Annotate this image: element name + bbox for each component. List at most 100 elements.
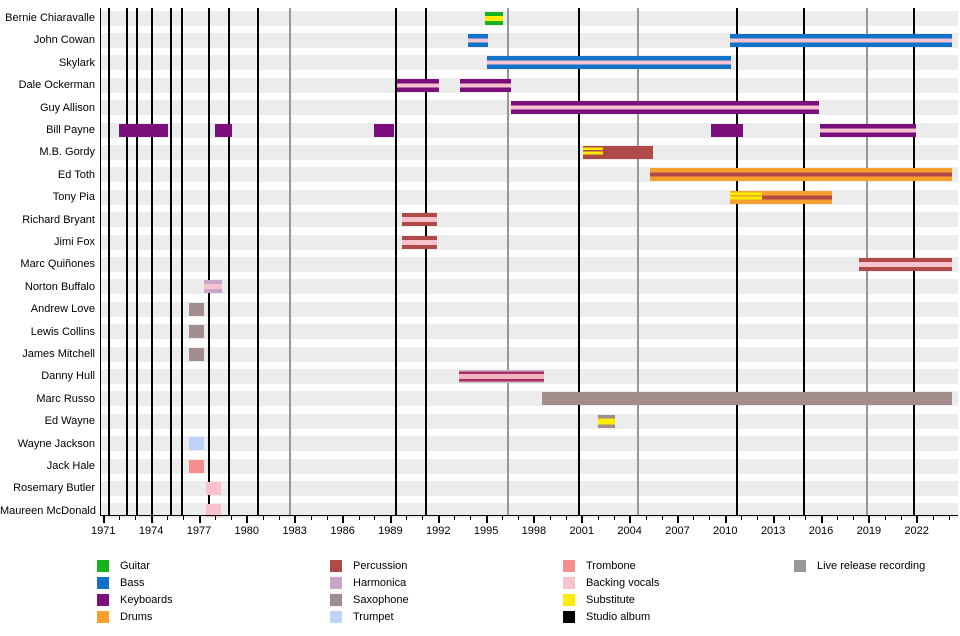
legend-label: Keyboards — [120, 594, 173, 606]
legend-swatch-harmonica — [330, 577, 342, 589]
bar-keyboards_vocals — [459, 78, 511, 92]
studio-album-line — [207, 8, 210, 515]
legend-swatch-trombone — [563, 560, 575, 572]
x-axis-minor-tick — [932, 516, 934, 520]
x-axis-minor-tick — [613, 516, 615, 520]
x-axis-minor-tick — [789, 516, 791, 520]
legend-label: Drums — [120, 611, 153, 623]
live-release-line — [637, 8, 640, 515]
row-band — [100, 346, 958, 362]
x-axis-minor-tick — [358, 516, 360, 520]
member-name-label: Skylark — [58, 56, 95, 69]
legend-label: Bass — [120, 577, 145, 589]
bar-keyboards_vocals — [510, 101, 819, 115]
bar-bass_vocals — [467, 33, 489, 47]
member-name-label: Ed Toth — [57, 168, 95, 181]
bar-keyboards — [118, 123, 168, 137]
x-axis-minor-tick — [661, 516, 663, 520]
bar-keyboards_vocals — [819, 123, 916, 137]
bar-harmonica_vocals — [203, 280, 223, 294]
x-axis-minor-tick — [884, 516, 886, 520]
legend-label: Percussion — [353, 560, 408, 572]
member-name-label: Maureen McDonald — [0, 504, 96, 517]
x-axis-minor-tick — [502, 516, 504, 520]
x-axis-major-tick — [294, 516, 297, 523]
x-axis-major-tick — [485, 516, 488, 523]
x-axis-major-tick — [198, 516, 201, 523]
x-axis-major-tick — [102, 516, 105, 523]
bar-percussion_vocals — [401, 235, 438, 249]
member-name-label: Jack Hale — [46, 460, 95, 472]
x-axis-tick-label: 1992 — [426, 525, 451, 537]
x-axis-tick-label: 2016 — [808, 525, 834, 537]
legend-label: Substitute — [586, 594, 635, 606]
studio-album-line — [170, 8, 173, 515]
x-axis-tick-label: 1986 — [330, 525, 355, 537]
studio-album-line — [228, 8, 231, 515]
studio-album-line — [577, 8, 580, 515]
x-axis-tick-label: 1995 — [473, 525, 499, 537]
row-band — [100, 458, 958, 474]
x-axis-major-tick — [772, 516, 775, 523]
x-axis-tick-label: 1980 — [234, 525, 260, 537]
x-axis-minor-tick — [757, 516, 759, 520]
x-axis-minor-tick — [422, 516, 424, 520]
legend-swatch-backing_vocals — [563, 577, 575, 589]
x-axis-major-tick — [677, 516, 679, 523]
row-band — [100, 324, 958, 340]
studio-album-line — [424, 8, 427, 515]
x-axis-minor-tick — [119, 516, 121, 520]
x-axis-minor-tick — [741, 516, 743, 520]
legend-swatch-substitute — [563, 594, 575, 606]
legend-label: Trombone — [586, 560, 636, 572]
member-name-label: Bill Payne — [46, 124, 95, 136]
x-axis-minor-tick — [805, 516, 807, 520]
x-axis-tick-label: 2010 — [713, 525, 738, 537]
member-name-label: Guy Allison — [39, 101, 95, 114]
member-name-label: Wayne Jackson — [17, 437, 95, 450]
legend-swatch-percussion — [330, 560, 342, 572]
x-axis-minor-tick — [948, 516, 950, 520]
legend-swatch-trumpet — [330, 611, 342, 623]
x-axis-minor-tick — [167, 516, 169, 520]
bar-bass_vocals — [730, 33, 952, 47]
row-band — [100, 413, 958, 429]
x-axis-tick-label: 1977 — [186, 525, 212, 537]
row-band — [100, 301, 958, 317]
row-band — [100, 256, 958, 272]
x-axis-major-tick — [629, 516, 632, 523]
x-axis-major-tick — [868, 516, 871, 523]
row-band — [100, 279, 958, 295]
studio-album-line — [107, 8, 110, 515]
studio-album-line — [395, 8, 397, 515]
member-name-label: James Mitchell — [22, 348, 95, 360]
x-axis-minor-tick — [470, 516, 472, 520]
bar-drums_sub — [730, 190, 762, 204]
x-axis-major-tick — [246, 516, 249, 523]
member-name-label: Richard Bryant — [22, 213, 95, 226]
x-axis-minor-tick — [230, 516, 232, 520]
member-name-label: Marc Quiñones — [20, 258, 95, 271]
x-axis-minor-tick — [326, 516, 328, 520]
x-axis-minor-tick — [374, 516, 376, 520]
bar-drums_percussion — [650, 168, 952, 182]
bar-percussion_vocals — [858, 257, 952, 271]
x-axis-tick-label: 2001 — [569, 525, 595, 537]
row-band — [100, 144, 958, 160]
member-name-label: Dale Ockerman — [18, 79, 95, 92]
studio-album-line — [135, 8, 138, 515]
x-axis-minor-tick — [852, 516, 854, 520]
row-band — [100, 212, 958, 228]
legend-label: Trumpet — [353, 611, 394, 623]
member-name-label: Ed Wayne — [44, 415, 95, 428]
member-name-label: Danny Hull — [41, 370, 95, 383]
legend-label: Harmonica — [353, 577, 407, 589]
row-band — [100, 10, 958, 26]
row-band — [100, 503, 958, 519]
x-axis-tick-label: 1974 — [138, 525, 164, 537]
legend-swatch-drums — [97, 611, 109, 623]
x-axis-line — [100, 515, 958, 516]
y-axis-line — [100, 8, 101, 515]
bar-saxophone — [188, 302, 204, 316]
x-axis-tick-label: 1983 — [282, 525, 307, 537]
